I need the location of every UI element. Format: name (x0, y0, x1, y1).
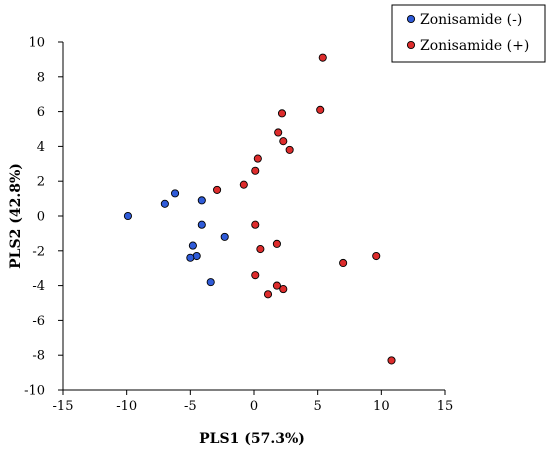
data-point-series-1 (256, 245, 265, 254)
x-tick-label: -15 (53, 399, 74, 414)
data-point-series-1 (274, 128, 283, 137)
data-point-series-0 (188, 241, 197, 250)
data-point-series-1 (251, 271, 260, 280)
data-point-series-0 (171, 189, 180, 198)
data-point-series-0 (197, 220, 206, 229)
y-tick-label: 4 (37, 140, 45, 155)
data-point-series-0 (160, 199, 169, 208)
x-tick-label: -10 (116, 399, 137, 414)
data-point-series-1 (316, 105, 325, 114)
data-point-series-1 (213, 185, 222, 194)
x-tick-label: 5 (314, 399, 322, 414)
legend-marker-zonisamide-minus (406, 14, 416, 24)
data-point-series-1 (272, 239, 281, 248)
y-tick-label: -2 (32, 244, 45, 259)
y-axis-title: PLS2 (42.8%) (8, 163, 24, 269)
data-point-series-1 (272, 281, 281, 290)
data-point-series-1 (372, 251, 381, 261)
y-ticks: -10 -8 -6 -4 -2 0 2 4 6 8 10 (24, 36, 63, 399)
data-point-series-1 (279, 285, 288, 294)
x-tick-label: 15 (437, 399, 454, 414)
legend-label-zonisamide-plus: Zonisamide (+) (420, 38, 529, 54)
x-tick-label: 0 (250, 399, 258, 414)
x-ticks: -15 -10 -5 0 5 10 15 (53, 390, 454, 414)
y-tick-label: -10 (24, 384, 45, 399)
data-point-series-0 (123, 211, 132, 221)
data-point-series-0 (220, 232, 229, 241)
data-point-series-1 (339, 258, 348, 268)
data-point-series-1 (285, 145, 294, 154)
data-point-series-1 (387, 356, 396, 365)
x-axis-title: PLS1 (57.3%) (199, 431, 305, 447)
data-point-series-1 (318, 53, 327, 62)
y-tick-label: -6 (32, 314, 45, 329)
y-tick-label: 10 (28, 36, 45, 51)
data-point-series-1 (251, 166, 260, 175)
legend: Zonisamide (-) Zonisamide (+) (391, 4, 546, 63)
data-point-series-1 (239, 180, 248, 189)
y-tick-label: -8 (32, 349, 45, 364)
x-tick-label: -5 (184, 399, 197, 414)
legend-label-zonisamide-minus: Zonisamide (-) (420, 12, 522, 28)
legend-marker-zonisamide-plus (406, 40, 416, 50)
data-point-series-1 (277, 109, 287, 118)
data-point-series-1 (263, 290, 273, 299)
data-point-series-0 (206, 278, 215, 287)
y-tick-label: 2 (37, 175, 45, 190)
data-point-series-0 (186, 253, 195, 262)
y-tick-label: 0 (37, 210, 45, 225)
data-points (123, 53, 396, 365)
axes (62, 42, 445, 391)
data-point-series-0 (197, 196, 206, 205)
legend-box (391, 4, 546, 63)
y-tick-label: -4 (32, 279, 45, 294)
data-point-series-1 (253, 154, 262, 163)
x-tick-label: 10 (373, 399, 390, 414)
data-point-series-1 (251, 220, 260, 229)
y-tick-label: 6 (37, 105, 45, 120)
data-point-series-1 (279, 137, 288, 146)
y-tick-label: 8 (37, 70, 45, 85)
